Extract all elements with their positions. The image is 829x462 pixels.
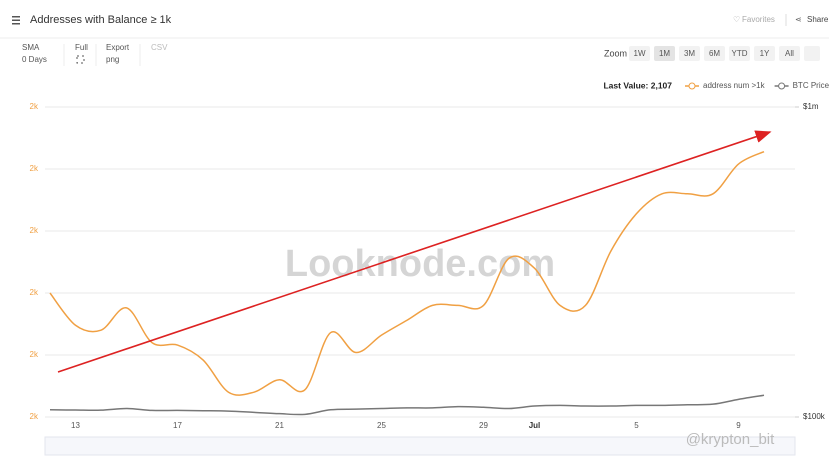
zoom-button-label: 3M [684,49,695,58]
zoom-button[interactable]: 1W [629,46,650,61]
export-label: Export [106,43,130,52]
x-tick-label: 9 [736,421,741,430]
zoom-button[interactable]: 1M [654,46,675,61]
x-tick-label: 5 [634,421,639,430]
zoom-button[interactable]: YTD [729,46,750,61]
full-label[interactable]: Full [75,43,88,52]
legend-label[interactable]: address num >1k [703,81,766,90]
zoom-button-bg [729,46,750,61]
zoom-button-label: 1M [659,49,670,58]
zoom-button-bg [629,46,650,61]
credit: @krypton_bit [686,431,775,448]
zoom-button[interactable]: 3M [679,46,700,61]
share-icon: ⋖ [795,15,802,24]
y2-tick-label: $1m [803,102,819,111]
export-select[interactable]: png [106,55,119,64]
y-tick-label: 2k [30,412,39,421]
navigator[interactable] [44,436,796,456]
plot: 2k 2k 2k 2k 2k 2k $100k $1m 13 17 21 25 29 Jul 5 9 [30,102,826,430]
zoom-button-label: 1Y [760,49,770,58]
zoom-button-label: YTD [732,49,748,58]
y-tick-label: 2k [30,350,39,359]
legend-marker [688,82,696,90]
zoom-button-bg [754,46,775,61]
chart-title: Addresses with Balance ≥ 1k [30,14,172,26]
zoom-button-label: All [785,49,794,58]
x-tick-label: 29 [479,421,488,430]
legend-marker [778,82,786,90]
zoom-button-bg [704,46,725,61]
zoom-button[interactable]: All [779,46,800,61]
share[interactable]: Share [807,15,829,24]
legend: address num >1k BTC Price [685,81,829,90]
heart-icon: ♡ [733,15,740,24]
favorites[interactable]: Favorites [742,15,775,24]
last-value: Last Value: 2,107 [603,80,672,90]
y-tick-label: 2k [30,288,39,297]
zoom-buttons: 1W 1M 3M 6M YTD 1Y All [629,46,820,61]
zoom-button[interactable]: 1Y [754,46,775,61]
sma-select[interactable]: 0 Days [22,55,47,64]
menu-icon[interactable] [12,16,20,25]
series-line [49,394,765,416]
zoom-button-bg [779,46,800,61]
legend-label[interactable]: BTC Price [793,81,829,90]
y-tick-label: 2k [30,102,39,111]
zoom-button-label: 6M [709,49,720,58]
x-tick-label: 13 [71,421,80,430]
full-icon [76,55,85,64]
x-tick-label: Jul [529,421,541,430]
x-tick-label: 17 [173,421,182,430]
y-tick-label: 2k [30,226,39,235]
csv-label[interactable]: CSV [151,43,168,52]
zoom-button-bg [679,46,700,61]
trend-arrow [57,130,772,373]
calendar-button[interactable] [804,46,820,61]
series-line [49,150,765,396]
zoom-label: Zoom [604,48,627,58]
y-tick-label: 2k [30,164,39,173]
x-tick-label: 25 [377,421,386,430]
zoom-button-bg [654,46,675,61]
y2-tick-label: $100k [803,412,826,421]
x-tick-label: 21 [275,421,284,430]
sma-label: SMA [22,43,40,52]
zoom-button[interactable]: 6M [704,46,725,61]
zoom-button-label: 1W [634,49,646,58]
